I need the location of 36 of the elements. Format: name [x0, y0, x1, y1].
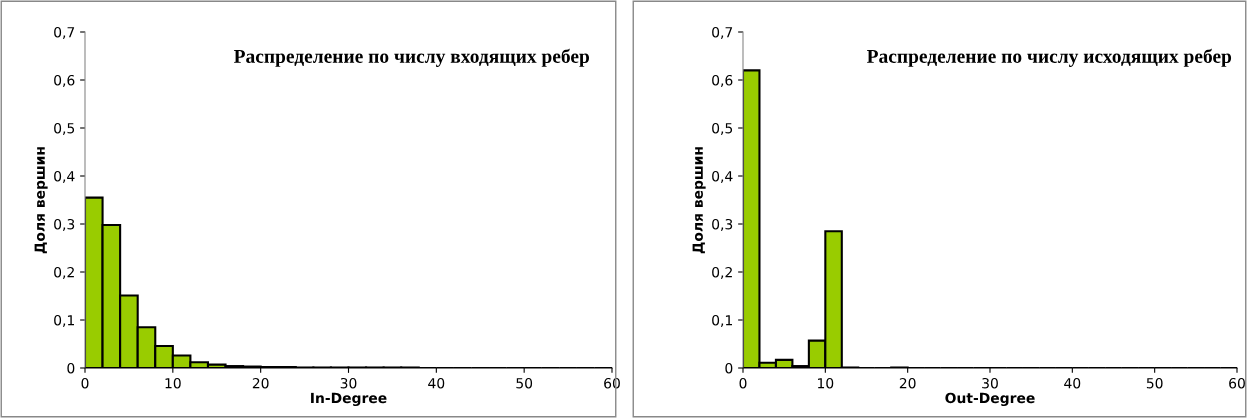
y-tick-label: 0,7 — [54, 26, 75, 39]
y-axis-title: Доля вершин — [34, 147, 48, 254]
x-tick-label: 10 — [818, 377, 834, 389]
y-axis-title: Доля вершин — [692, 147, 706, 254]
y-tick-label: 0,6 — [712, 74, 733, 87]
y-tick-label: 0,2 — [54, 266, 74, 279]
y-tick-label: 0,1 — [712, 314, 732, 327]
y-tick-label: 0,4 — [712, 170, 733, 183]
x-tick-label: 40 — [428, 377, 445, 389]
x-tick-label: 20 — [899, 377, 916, 389]
y-tick-label: 0,3 — [712, 218, 733, 231]
y-tick-label: 0,5 — [712, 122, 733, 135]
y-tick-label: 0,5 — [54, 122, 75, 135]
y-tick-label: 0,6 — [54, 74, 75, 87]
x-tick-label: 30 — [340, 377, 357, 389]
x-tick-label: 50 — [1146, 377, 1163, 389]
text: Распределение по числу исходящих ребер — [866, 48, 1232, 67]
x-tick-label: 0 — [739, 377, 747, 389]
y-tick-label: 0,2 — [712, 266, 732, 279]
y-tick-label: 0 — [725, 362, 733, 374]
x-axis-title: Out-Degree — [945, 392, 1035, 406]
x-tick-label: 50 — [516, 377, 533, 389]
y-tick-label: 0,7 — [712, 26, 733, 39]
x-tick-label: 40 — [1064, 377, 1081, 389]
x-tick-label: 10 — [165, 377, 181, 389]
x-tick-label: 0 — [81, 377, 89, 389]
y-tick-label: 0,4 — [54, 170, 75, 183]
x-tick-label: 30 — [982, 377, 998, 389]
y-tick-label: 0,3 — [54, 218, 75, 231]
y-tick-label: 0,1 — [54, 314, 74, 327]
y-tick-label: 0 — [67, 362, 75, 374]
text: Распределение по числу входящих ребер — [233, 48, 590, 67]
x-tick-label: 60 — [604, 377, 620, 389]
x-axis-title: In-Degree — [311, 392, 387, 406]
x-tick-label: 60 — [1229, 377, 1245, 389]
x-tick-label: 20 — [252, 377, 269, 389]
